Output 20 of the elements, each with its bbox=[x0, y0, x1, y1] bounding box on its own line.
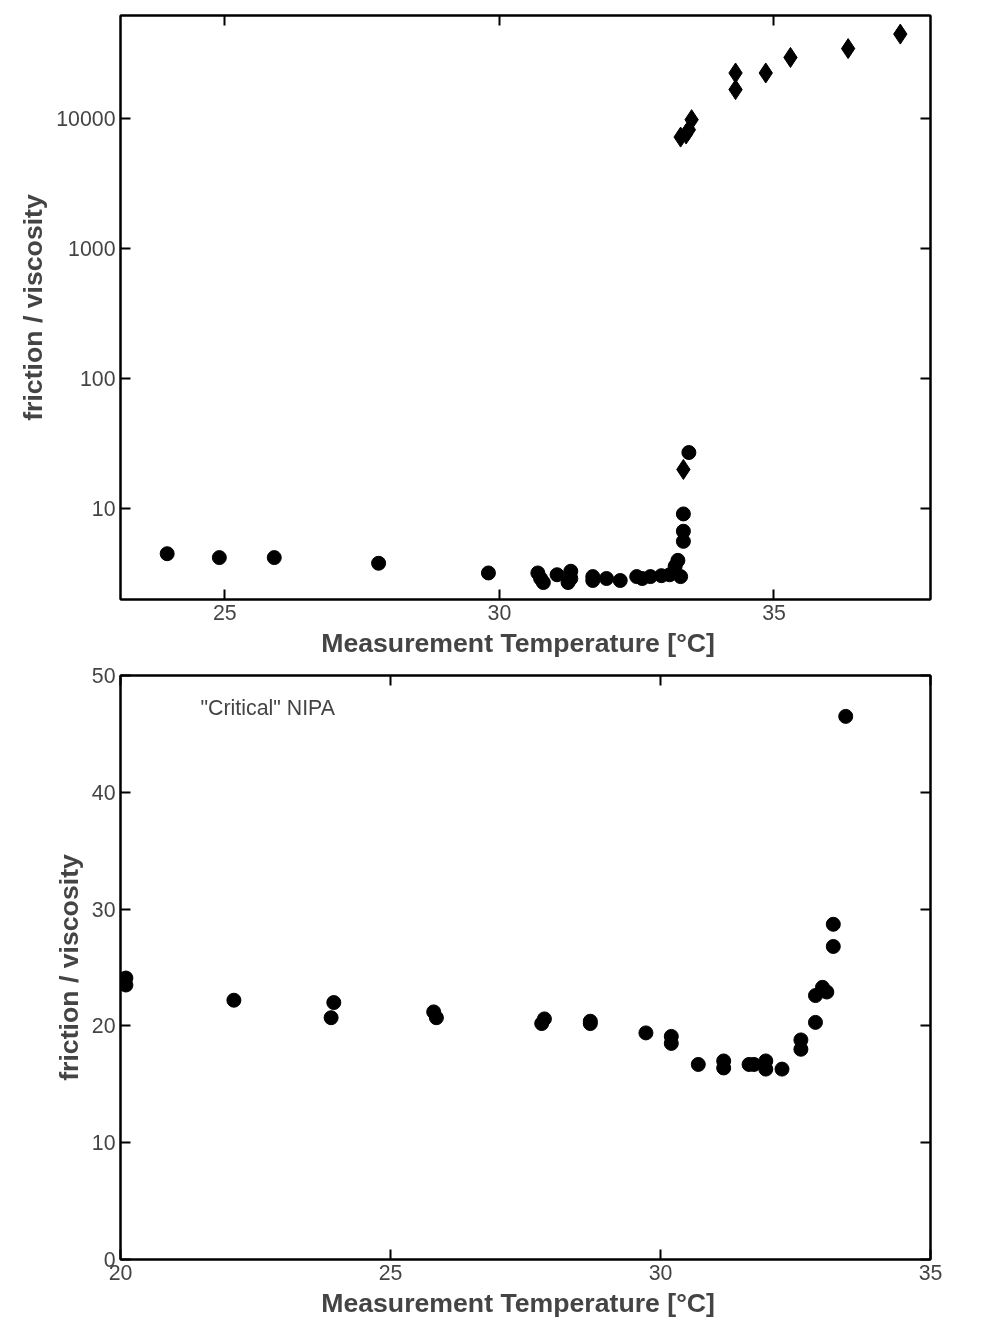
x-tick-label: 30 bbox=[648, 1260, 673, 1285]
y-tick-label: 40 bbox=[91, 780, 116, 805]
y-tick-label: 20 bbox=[91, 1014, 116, 1039]
y-tick-label: 100 bbox=[79, 367, 116, 392]
annotation: "Critical" NIPA bbox=[200, 695, 336, 720]
x-tick-label: 30 bbox=[487, 600, 512, 625]
y-axis-title: friction / viscosity bbox=[53, 854, 84, 1081]
y-tick-label: 1000 bbox=[68, 237, 116, 262]
y-tick-label: 10000 bbox=[56, 107, 116, 132]
y-tick-label: 10 bbox=[91, 1131, 116, 1156]
y-tick-label: 30 bbox=[91, 897, 116, 922]
x-tick-label: 35 bbox=[918, 1260, 943, 1285]
x-tick-label: 25 bbox=[212, 600, 237, 625]
x-axis-title: Measurement Temperature [°C] bbox=[321, 1287, 716, 1318]
y-tick-label: 10 bbox=[91, 497, 116, 522]
x-axis-title: Measurement Temperature [°C] bbox=[321, 627, 716, 658]
y-axis-title: friction / viscosity bbox=[18, 194, 49, 421]
x-tick-label: 25 bbox=[378, 1260, 403, 1285]
x-tick-label: 35 bbox=[762, 600, 786, 625]
y-tick-label: 50 bbox=[91, 664, 116, 688]
